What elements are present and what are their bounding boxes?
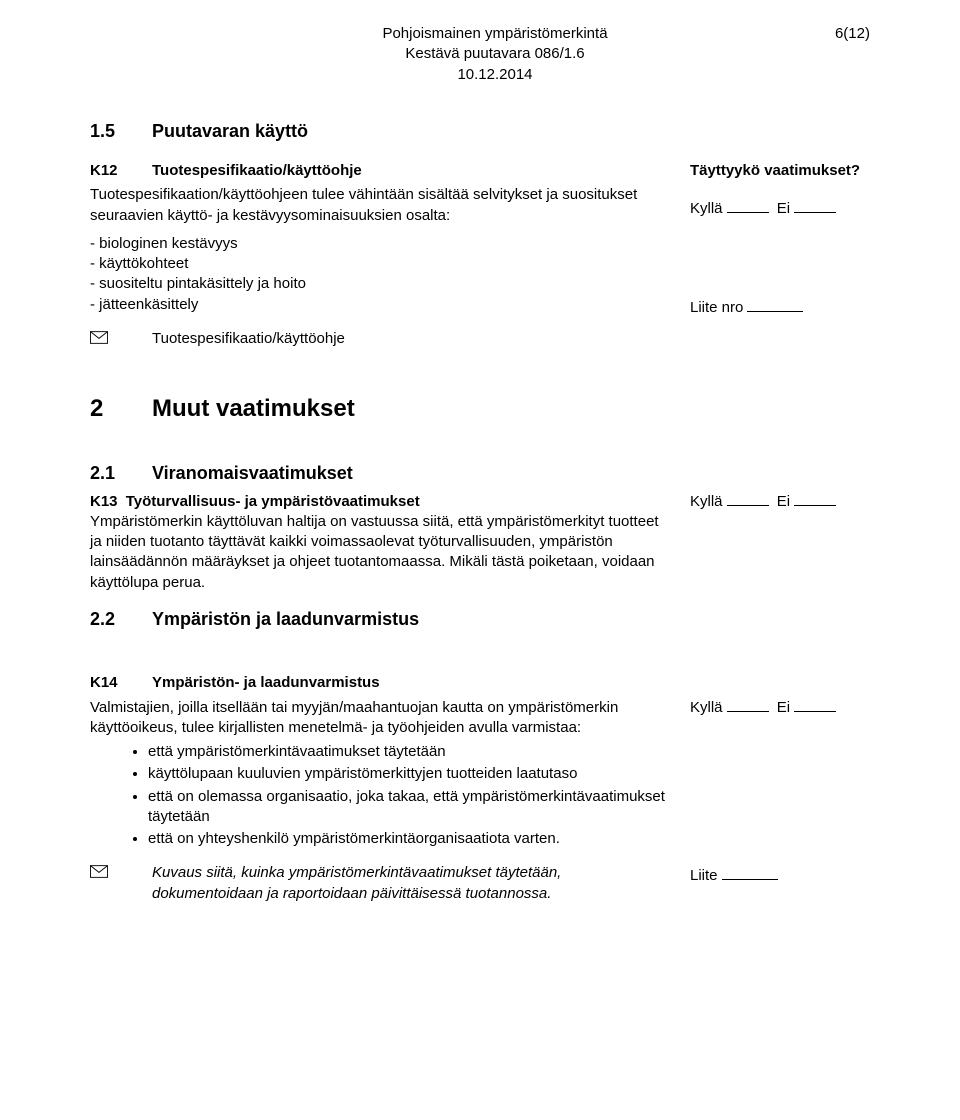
k14-heading: K14 Ympäristön- ja laadunvarmistus bbox=[90, 673, 900, 693]
k12-item-4: - jätteenkäsittely bbox=[90, 295, 670, 315]
envelope-icon bbox=[90, 329, 152, 344]
liite-blank[interactable] bbox=[722, 879, 778, 880]
k14-block: Valmistajien, joilla itsellään tai myyjä… bbox=[90, 698, 900, 904]
section-2-2: 2.2 Ympäristön ja laadunvarmistus bbox=[90, 607, 900, 631]
k14-bullet-2: käyttölupaan kuuluvien ympäristömerkitty… bbox=[148, 764, 670, 784]
k12-block: K12 Tuotespesifikaatio/käyttöohje Tuotes… bbox=[90, 161, 900, 349]
k13-title: Työturvallisuus- ja ympäristövaatimukset bbox=[126, 493, 420, 510]
k12-item-2: - käyttökohteet bbox=[90, 254, 670, 274]
ei-blank[interactable] bbox=[794, 505, 836, 506]
k12-item-3: - suositeltu pintakäsittely ja hoito bbox=[90, 274, 670, 294]
section-number: 1.5 bbox=[90, 119, 152, 143]
section-title: Viranomaisvaatimukset bbox=[152, 461, 353, 485]
section-2: 2 Muut vaatimukset bbox=[90, 393, 900, 425]
liite-row: Liite bbox=[690, 866, 900, 886]
liite-nro-blank[interactable] bbox=[747, 311, 803, 312]
k14-bullet-1: että ympäristömerkintävaatimukset täytet… bbox=[148, 742, 670, 762]
section-title: Muut vaatimukset bbox=[152, 393, 355, 425]
header-line-2: Kestävä puutavara 086/1.6 bbox=[382, 44, 607, 64]
question-heading: Täyttyykö vaatimukset? bbox=[690, 161, 900, 181]
section-1-5: 1.5 Puutavaran käyttö bbox=[90, 119, 900, 143]
ei-label: Ei bbox=[777, 699, 790, 716]
envelope-icon bbox=[90, 863, 152, 878]
kylla-ei-row: Kyllä Ei bbox=[690, 698, 900, 718]
page-number: 6(12) bbox=[835, 24, 870, 44]
section-title: Puutavaran käyttö bbox=[152, 119, 308, 143]
kylla-blank[interactable] bbox=[727, 711, 769, 712]
kylla-label: Kyllä bbox=[690, 699, 723, 716]
header-line-3: 10.12.2014 bbox=[382, 65, 607, 85]
liite-nro-label: Liite nro bbox=[690, 299, 743, 316]
ei-label: Ei bbox=[777, 200, 790, 217]
page-header: Pohjoismainen ympäristömerkintä Kestävä … bbox=[90, 24, 900, 85]
kylla-blank[interactable] bbox=[727, 212, 769, 213]
k14-bullet-list: että ympäristömerkintävaatimukset täytet… bbox=[90, 742, 670, 849]
section-number: 2 bbox=[90, 393, 152, 425]
kylla-ei-row: Kyllä Ei bbox=[690, 492, 900, 512]
k14-title: Ympäristön- ja laadunvarmistus bbox=[152, 673, 380, 693]
k14-attachment-text: Kuvaus siitä, kuinka ympäristömerkintäva… bbox=[152, 863, 670, 904]
section-number: 2.2 bbox=[90, 607, 152, 631]
section-title: Ympäristön ja laadunvarmistus bbox=[152, 607, 419, 631]
k14-bullet-3: että on olemassa organisaatio, joka taka… bbox=[148, 787, 670, 828]
k12-attachment-text: Tuotespesifikaatio/käyttöohje bbox=[152, 329, 345, 349]
k14-bullet-4: että on yhteyshenkilö ympäristömerkintäo… bbox=[148, 829, 670, 849]
k12-label: K12 bbox=[90, 161, 152, 181]
k13-body: Ympäristömerkin käyttöluvan haltija on v… bbox=[90, 512, 670, 593]
k12-body: Tuotespesifikaation/käyttöohjeen tulee v… bbox=[90, 185, 670, 226]
kylla-ei-row: Kyllä Ei bbox=[690, 199, 900, 219]
k14-attachment-row: Kuvaus siitä, kuinka ympäristömerkintäva… bbox=[90, 863, 670, 904]
k12-item-1: - biologinen kestävyys bbox=[90, 234, 670, 254]
header-line-1: Pohjoismainen ympäristömerkintä bbox=[382, 24, 607, 44]
k13-block: K13 Työturvallisuus- ja ympäristövaatimu… bbox=[90, 492, 900, 601]
ei-label: Ei bbox=[777, 493, 790, 510]
kylla-blank[interactable] bbox=[727, 505, 769, 506]
k14-label: K14 bbox=[90, 673, 152, 693]
k13-label: K13 bbox=[90, 492, 118, 512]
ei-blank[interactable] bbox=[794, 711, 836, 712]
kylla-label: Kyllä bbox=[690, 493, 723, 510]
k14-body: Valmistajien, joilla itsellään tai myyjä… bbox=[90, 698, 670, 739]
section-number: 2.1 bbox=[90, 461, 152, 485]
k12-attachment-row: Tuotespesifikaatio/käyttöohje bbox=[90, 329, 670, 349]
kylla-label: Kyllä bbox=[690, 200, 723, 217]
liite-label: Liite bbox=[690, 867, 718, 884]
k12-title: Tuotespesifikaatio/käyttöohje bbox=[152, 161, 362, 181]
document-page: Pohjoismainen ympäristömerkintä Kestävä … bbox=[0, 0, 960, 1120]
section-2-1: 2.1 Viranomaisvaatimukset bbox=[90, 461, 900, 485]
ei-blank[interactable] bbox=[794, 212, 836, 213]
liite-nro-row: Liite nro bbox=[690, 298, 900, 318]
